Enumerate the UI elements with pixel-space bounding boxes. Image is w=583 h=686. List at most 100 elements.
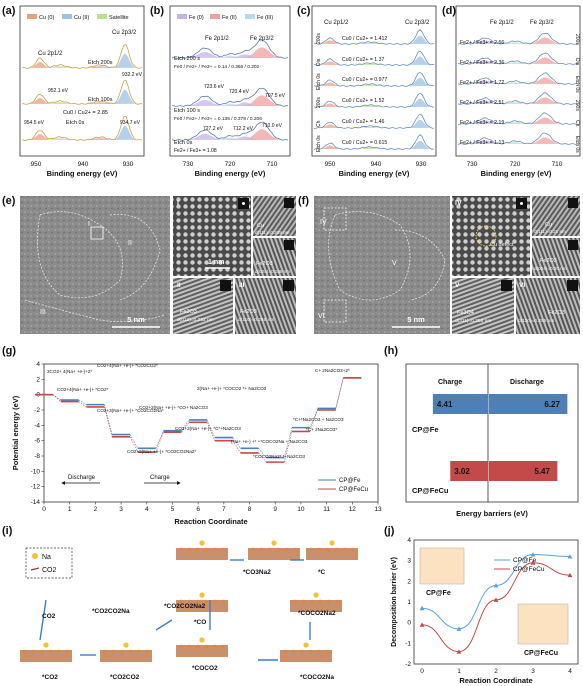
legend-swatch-fe3 bbox=[245, 14, 255, 19]
fit-peak bbox=[227, 102, 263, 106]
hrtem-inset-f1 bbox=[452, 196, 530, 276]
surface-atom bbox=[187, 599, 192, 605]
label-cu2p32: Cu 2p3/2 bbox=[112, 30, 137, 36]
label-cu-ratio: Cu0 / Cu2+ = 2.85 bbox=[63, 110, 108, 116]
fit-peak bbox=[28, 98, 52, 104]
label-etch200: Etch 200s bbox=[88, 60, 113, 66]
energy-connector bbox=[283, 427, 293, 458]
data-point bbox=[567, 554, 573, 559]
adsorbate-icon bbox=[43, 642, 49, 648]
tick-a-1: 940 bbox=[78, 161, 89, 168]
tick-c-1: 940 bbox=[371, 161, 382, 168]
adsorbate-icon bbox=[123, 642, 129, 648]
spectrum-line bbox=[457, 92, 579, 105]
energy-connector bbox=[155, 432, 164, 453]
ratio-d-4: Fe2+ / Fe3+ = 2.19 bbox=[460, 120, 504, 126]
panel-d: (d) Fe 2p1/2 Fe 2p3/2 Fe2+ / Fe3+ = 2.66… bbox=[442, 5, 581, 178]
surface-atom bbox=[48, 649, 53, 655]
tick-label-y: -8 bbox=[34, 453, 40, 460]
inset-roman-f3: VI bbox=[519, 282, 525, 289]
fit-peak bbox=[467, 60, 503, 64]
fit-peak bbox=[408, 56, 432, 65]
state-i-1: *CO3Na2 bbox=[243, 569, 271, 576]
fit-peak bbox=[318, 82, 342, 86]
roman-e-3: III bbox=[40, 309, 46, 316]
ratio-c-3: Cu0 / Cu2+ = 1.52 bbox=[342, 98, 385, 104]
inset-f-d311: d(311)=0.258 nm bbox=[455, 318, 491, 324]
fit-peak bbox=[408, 119, 432, 128]
side-d-4: Ch bbox=[574, 120, 580, 127]
tick-a-2: 930 bbox=[123, 161, 134, 168]
defect-circle bbox=[475, 225, 497, 247]
fit-peak bbox=[42, 66, 78, 68]
energy-connector bbox=[104, 404, 113, 435]
surface-atom bbox=[284, 547, 290, 553]
surface-atom bbox=[267, 547, 273, 553]
scale-e: 5 nm bbox=[127, 315, 145, 324]
inset-label-fe: CP@Fe bbox=[426, 590, 451, 597]
spectrum-line bbox=[313, 29, 435, 45]
annot-g-0: 3CO2+ 4(Na+ +e-)+2* bbox=[47, 369, 92, 374]
legend-cu0: Cu (0) bbox=[39, 15, 54, 21]
tick-d-2: 710 bbox=[552, 161, 563, 168]
header-discharge: Discharge bbox=[510, 379, 544, 386]
xlabel-h: Energy barriers (eV) bbox=[456, 509, 528, 518]
label-7272: 727.2 eV bbox=[203, 126, 224, 132]
mechanism-slabs bbox=[20, 540, 358, 662]
inset-roman-f2: V bbox=[455, 282, 460, 289]
data-point bbox=[419, 605, 425, 611]
surface-atom bbox=[292, 599, 298, 605]
label-9521: 952.1 eV bbox=[48, 88, 69, 94]
grain-outline-e2 bbox=[109, 214, 161, 301]
xps-curves-a bbox=[21, 43, 143, 141]
annot-g-6: 2(Na+ +e-)+ *COCO2 *+ Na2CO3 bbox=[197, 386, 267, 391]
fft-f2 bbox=[568, 198, 578, 208]
catalyst-slab bbox=[100, 650, 152, 662]
bar-charge bbox=[450, 461, 488, 481]
energy-connector bbox=[104, 406, 113, 437]
legend-satellite: Satellite bbox=[109, 15, 129, 21]
adsorbate-icon bbox=[271, 540, 277, 546]
inset-e-d110: d(110)=0.255 nm bbox=[238, 317, 274, 323]
spectrum-line bbox=[313, 92, 435, 108]
xlabel-a: Binding energy (eV) bbox=[47, 169, 118, 178]
energy-connector bbox=[181, 419, 190, 431]
fit-peak bbox=[408, 140, 432, 149]
tick-c-0: 950 bbox=[325, 161, 336, 168]
inset-f-cu-defect: Cu defect bbox=[490, 242, 514, 248]
data-point bbox=[567, 572, 573, 578]
grain-outline-e3 bbox=[24, 299, 166, 323]
fit-peak bbox=[113, 89, 137, 104]
inset-roman-f1: IV bbox=[455, 200, 462, 207]
tick-label-y: -4 bbox=[34, 422, 40, 429]
surface-atom bbox=[56, 649, 62, 655]
panel-letter-i: (i) bbox=[2, 525, 13, 537]
tick-label-y-j: 1 bbox=[407, 599, 411, 606]
ratio-c-5: Cu0 / Cu2+ = 0.615 bbox=[342, 140, 387, 146]
bar-discharge bbox=[489, 461, 558, 481]
xps-curves-b bbox=[171, 39, 289, 141]
tick-label-x: 1 bbox=[68, 506, 72, 513]
roman-e-1: I bbox=[88, 221, 90, 228]
ratio-d-3: Fe2+ / Fe3+ = 2.51 bbox=[460, 100, 504, 106]
tick-label-x: 0 bbox=[42, 506, 46, 513]
fit-peak bbox=[467, 80, 503, 84]
fit-peak bbox=[467, 140, 503, 144]
legend-i-co2: CO2 bbox=[42, 567, 57, 574]
energy-connector bbox=[129, 436, 139, 453]
roi-box-f1 bbox=[323, 207, 347, 231]
surface-atom bbox=[282, 649, 288, 655]
hrtem-inset-e1 bbox=[173, 196, 251, 276]
panel-a: (a) Cu (0) Cu (II) Satellite Cu 2p1/2 Cu… bbox=[2, 5, 145, 178]
label-7122: 712.2 eV bbox=[233, 126, 254, 132]
tick-label-x: 12 bbox=[349, 506, 357, 513]
tick-label-x: 6 bbox=[196, 506, 200, 513]
grain-outline-e1 bbox=[37, 211, 123, 299]
tick-label-x-j: 3 bbox=[531, 668, 535, 675]
barrier-curves-j bbox=[419, 552, 573, 654]
data-point bbox=[493, 583, 499, 588]
surface-atom bbox=[291, 649, 296, 655]
panel-c: (c) Cu 2p1/2 Cu 2p3/2 Cu0 / Cu2+ = 1.412… bbox=[297, 5, 437, 178]
inset-f-fe2o3-b: Fe2O3 bbox=[548, 310, 565, 316]
bar-discharge bbox=[489, 394, 568, 414]
